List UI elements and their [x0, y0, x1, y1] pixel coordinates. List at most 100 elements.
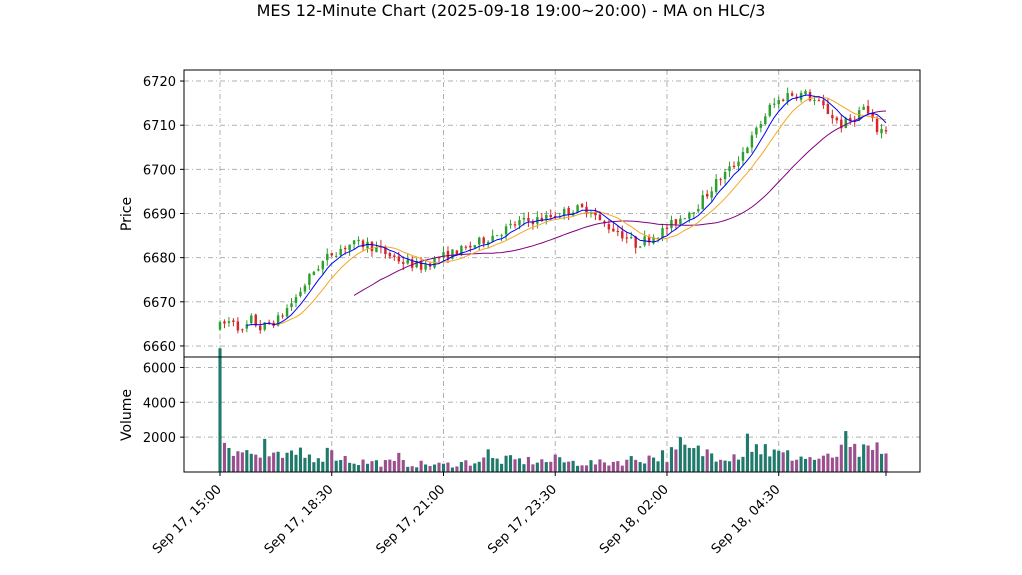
candle-body: [598, 214, 602, 221]
candle-body: [232, 320, 235, 322]
candle-body: [442, 252, 445, 258]
x-tick-label: Sep 17, 23:30: [485, 482, 560, 557]
volume-bar: [701, 456, 705, 472]
volume-bar: [365, 463, 370, 472]
volume-bar: [754, 444, 758, 472]
candle-body: [326, 253, 329, 261]
candle-body: [281, 315, 284, 317]
candle-body: [218, 322, 222, 330]
candle-body: [495, 235, 499, 237]
candle-body: [424, 264, 427, 270]
volume-bar: [522, 464, 526, 472]
candle-body: [549, 214, 552, 217]
volume-bar: [795, 459, 799, 472]
volume-bar: [790, 460, 794, 472]
volume-bar: [446, 462, 450, 472]
volume-bar: [419, 460, 423, 472]
volume-bar: [513, 459, 517, 472]
volume-bar: [464, 460, 468, 472]
candle-body: [469, 245, 472, 248]
volume-bar: [884, 453, 888, 472]
candle-body: [375, 246, 378, 253]
volume-bar: [647, 455, 651, 472]
price-tick-label: 6660: [143, 340, 176, 355]
volume-bar: [567, 461, 571, 472]
candle-body: [625, 237, 628, 239]
volume-bar: [562, 462, 566, 472]
volume-bar: [853, 443, 857, 472]
candle-body: [755, 127, 758, 135]
candle-body: [884, 130, 888, 132]
volume-bar: [477, 461, 481, 472]
volume-bar: [388, 459, 392, 472]
candle-body: [402, 262, 405, 264]
volume-y-ticks: 2000 4000 6000: [143, 361, 184, 446]
candle-body: [500, 235, 503, 237]
candle-body: [679, 218, 682, 225]
candle-body: [732, 165, 736, 168]
candle-body: [518, 220, 521, 226]
volume-bar: [549, 461, 553, 472]
ma-mid-line: [273, 96, 887, 326]
candle-body: [777, 99, 780, 105]
candle-body: [482, 237, 485, 244]
volume-bar: [508, 455, 513, 472]
candle-body: [866, 105, 870, 114]
candle-body: [513, 224, 517, 226]
candle-body: [241, 329, 244, 331]
chart-title: MES 12-Minute Chart (2025-09-18 19:00~20…: [257, 1, 766, 20]
candle-body: [630, 237, 633, 239]
volume-panel: 2000 4000 6000 Volume: [119, 348, 921, 473]
volume-bar: [777, 450, 781, 472]
candle-body: [831, 115, 834, 119]
candle-body: [746, 147, 749, 154]
volume-bar: [334, 460, 338, 472]
volume-bar: [692, 448, 696, 472]
candle-body: [263, 322, 266, 330]
volume-bar: [835, 456, 839, 472]
volume-bar: [875, 442, 879, 472]
volume-bar: [719, 459, 723, 472]
candle-body: [804, 90, 807, 95]
volume-bar: [844, 431, 848, 472]
volume-bar: [276, 451, 280, 472]
volume-bar: [634, 459, 638, 472]
candle-body: [321, 261, 325, 270]
candle-body: [813, 100, 816, 102]
volume-bar: [598, 459, 602, 472]
volume-bar: [799, 456, 803, 472]
candle-body: [652, 237, 655, 244]
candle-body: [303, 285, 307, 292]
volume-bar: [625, 459, 629, 472]
candle-body: [473, 245, 476, 248]
volume-bar: [848, 447, 852, 472]
candle-body: [259, 325, 262, 331]
volume-bar: [263, 438, 267, 472]
volume-bar: [871, 449, 875, 472]
volume-bar: [325, 447, 329, 472]
volume-bar: [298, 447, 303, 472]
volume-bar: [745, 433, 749, 472]
candle-body: [835, 117, 839, 121]
candle-body: [683, 218, 687, 220]
candle-body: [576, 205, 579, 213]
volume-bar: [781, 452, 785, 472]
volume-bar: [607, 465, 611, 472]
candle-body: [880, 128, 883, 134]
volume-bar: [240, 452, 244, 472]
volume-bar: [620, 465, 624, 472]
candle-body: [330, 253, 333, 256]
candle-body: [764, 116, 767, 125]
volume-bar: [361, 459, 365, 472]
volume-bar: [307, 454, 311, 472]
candle-body: [808, 91, 812, 101]
candle-body: [299, 291, 302, 297]
volume-bar: [768, 456, 772, 472]
volume-bar: [455, 466, 459, 472]
candle-body: [705, 193, 709, 197]
volume-bar: [879, 453, 884, 472]
candle-body: [460, 245, 463, 256]
volume-bar: [540, 459, 544, 472]
price-tick-label: 6690: [143, 208, 176, 223]
volume-bar: [710, 453, 714, 472]
